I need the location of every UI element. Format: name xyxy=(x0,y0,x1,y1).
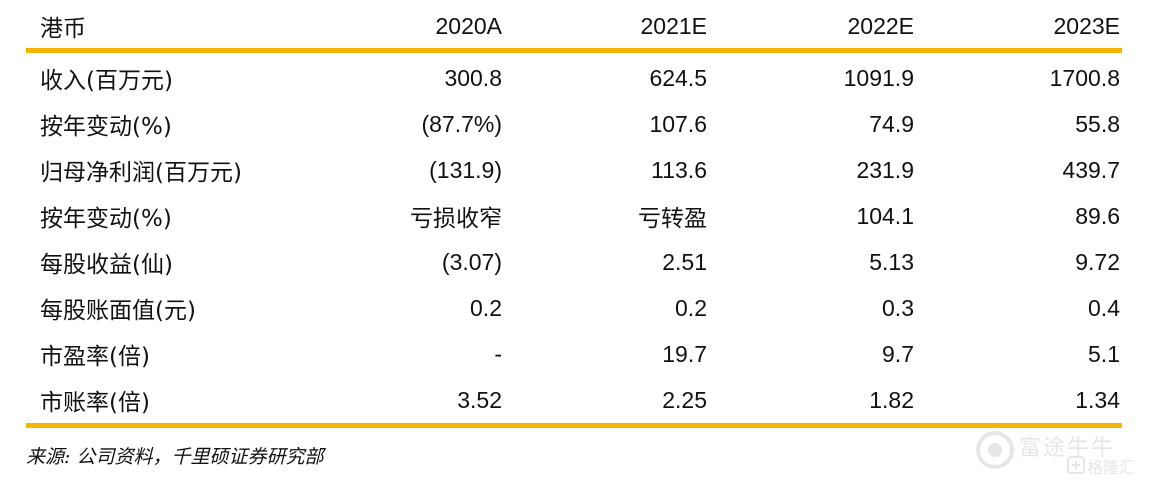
table-row: 按年变动(%) (87.7%) 107.6 74.9 55.8 xyxy=(26,101,1122,147)
row-value: 55.8 xyxy=(1075,110,1120,137)
row-value: 74.9 xyxy=(869,110,914,137)
row-label: 归母净利润(百万元) xyxy=(40,160,242,186)
row-value: 439.7 xyxy=(1062,156,1120,183)
row-label: 每股收益(仙) xyxy=(40,252,173,278)
watermark-sub: 格隆汇 xyxy=(1087,458,1136,477)
row-value: 9.72 xyxy=(1075,248,1120,275)
row-label: 按年变动(%) xyxy=(40,114,172,140)
bottom-divider xyxy=(26,423,1122,428)
source-note: 来源: 公司资料，千里硕证券研究部 xyxy=(26,446,324,468)
header-2021e: 2021E xyxy=(640,12,707,39)
table-row: 按年变动(%) 亏损收窄 亏转盈 104.1 89.6 xyxy=(26,193,1122,239)
row-value: (87.7%) xyxy=(421,110,502,137)
row-value: 1.82 xyxy=(869,386,914,413)
table-row: 市账率(倍) 3.52 2.25 1.82 1.34 xyxy=(26,377,1122,423)
row-value: 2.25 xyxy=(662,386,707,413)
row-value: 624.5 xyxy=(649,64,707,91)
row-label: 市盈率(倍) xyxy=(40,344,150,370)
row-value: 亏转盈 xyxy=(638,205,707,231)
row-value: 2.51 xyxy=(662,248,707,275)
row-value: - xyxy=(494,340,502,367)
table-row: 收入(百万元) 300.8 624.5 1091.9 1700.8 xyxy=(26,55,1122,101)
table-row: 市盈率(倍) - 19.7 9.7 5.1 xyxy=(26,331,1122,377)
row-value: 300.8 xyxy=(444,64,502,91)
table-row: 每股账面值(元) 0.2 0.2 0.3 0.4 xyxy=(26,285,1122,331)
row-value: 0.2 xyxy=(470,294,502,321)
row-value: (3.07) xyxy=(441,248,502,275)
watermark-brand: 富途牛牛 xyxy=(1019,436,1116,461)
table-row: 每股收益(仙) (3.07) 2.51 5.13 9.72 xyxy=(26,239,1122,285)
header-divider xyxy=(26,48,1122,53)
row-value: 113.6 xyxy=(651,156,707,183)
row-value: 104.1 xyxy=(856,202,914,229)
row-label: 按年变动(%) xyxy=(40,206,172,232)
row-value: 89.6 xyxy=(1075,202,1120,229)
row-value: 1.34 xyxy=(1075,386,1120,413)
table-row: 归母净利润(百万元) (131.9) 113.6 231.9 439.7 xyxy=(26,147,1122,193)
row-value: (131.9) xyxy=(429,156,502,183)
row-value: 5.13 xyxy=(869,248,914,275)
row-value: 0.4 xyxy=(1088,294,1120,321)
financial-forecast-table: 港币 2020A 2021E 2022E 2023E 收入(百万元) 300.8 6… xyxy=(26,4,1122,428)
header-currency: 港币 xyxy=(40,16,86,42)
header-2023e: 2023E xyxy=(1053,12,1120,39)
row-value: 亏损收窄 xyxy=(410,205,502,231)
watermark: 富途牛牛 格隆汇 xyxy=(975,428,1150,480)
table-body: 收入(百万元) 300.8 624.5 1091.9 1700.8 按年变动(%) (87.… xyxy=(26,55,1122,423)
row-value: 9.7 xyxy=(882,340,914,367)
row-value: 1700.8 xyxy=(1049,64,1120,91)
row-value: 19.7 xyxy=(662,340,707,367)
row-label: 市账率(倍) xyxy=(40,390,150,416)
futu-logo-icon xyxy=(976,431,1014,469)
row-value: 0.2 xyxy=(675,294,707,321)
row-label: 每股账面值(元) xyxy=(40,298,196,324)
row-value: 107.6 xyxy=(649,110,707,137)
header-2022e: 2022E xyxy=(847,12,914,39)
row-value: 231.9 xyxy=(856,156,914,183)
row-value: 1091.9 xyxy=(843,64,914,91)
row-value: 0.3 xyxy=(882,294,914,321)
row-value: 5.1 xyxy=(1088,340,1120,367)
table-header-row: 港币 2020A 2021E 2022E 2023E xyxy=(26,4,1122,48)
gelonghui-logo-icon xyxy=(1067,456,1085,474)
header-2020a: 2020A xyxy=(435,12,502,39)
row-label: 收入(百万元) xyxy=(40,68,173,94)
row-value: 3.52 xyxy=(457,386,502,413)
